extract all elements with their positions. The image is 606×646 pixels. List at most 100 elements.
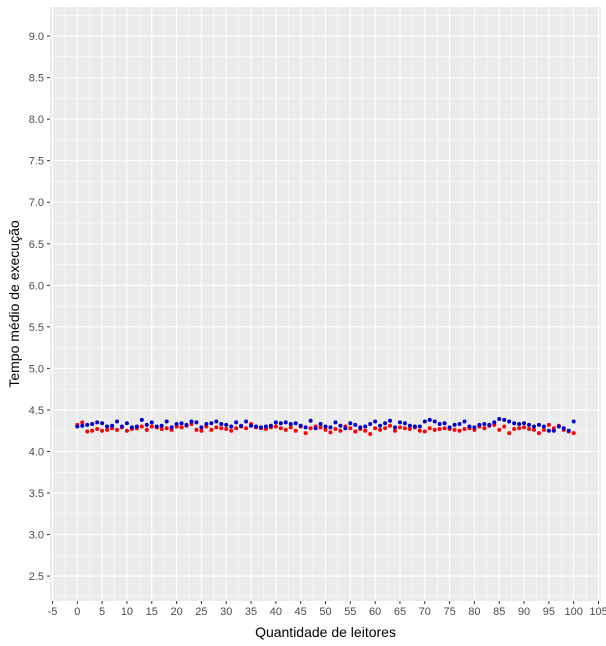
series-2-point	[353, 422, 358, 427]
series-2-point	[447, 425, 452, 430]
series-2-point	[288, 422, 293, 427]
series-2-point	[378, 423, 383, 428]
series-1-point	[144, 427, 149, 432]
series-2-point	[432, 419, 437, 424]
series-2-point	[363, 424, 368, 429]
series-2-point	[338, 423, 343, 428]
series-1-point	[323, 427, 328, 432]
x-tick-label: 70	[419, 606, 431, 618]
series-1-point	[437, 427, 442, 432]
series-1-point	[417, 428, 422, 433]
series-2-point	[189, 419, 194, 424]
x-tick-label: 40	[270, 606, 282, 618]
series-2-point	[348, 421, 353, 426]
series-1-point	[517, 426, 522, 431]
series-1-point	[149, 424, 154, 429]
series-1-point	[397, 425, 402, 430]
x-tick-label: 25	[195, 606, 207, 618]
series-1-point	[100, 428, 105, 433]
series-2-point	[318, 422, 323, 427]
series-1-point	[378, 427, 383, 432]
x-axis-title: Quantidade de leitores	[255, 624, 396, 640]
series-2-point	[358, 425, 363, 430]
x-tick-label: 65	[394, 606, 406, 618]
series-2-point	[194, 420, 199, 425]
series-2-point	[308, 418, 313, 423]
series-1-point	[531, 427, 536, 432]
series-2-point	[229, 424, 234, 429]
series-2-point	[110, 423, 115, 428]
series-2-point	[536, 422, 541, 427]
series-1-point	[273, 424, 278, 429]
series-1-point	[541, 427, 546, 432]
series-2-point	[442, 421, 447, 426]
series-2-point	[507, 419, 512, 424]
series-2-point	[373, 419, 378, 424]
series-1-point	[527, 427, 532, 432]
series-2-point	[368, 422, 373, 427]
series-2-point	[115, 419, 120, 424]
series-1-point	[224, 427, 229, 432]
series-2-point	[134, 424, 139, 429]
series-2-point	[95, 420, 100, 425]
series-2-point	[512, 421, 517, 426]
series-2-point	[561, 426, 566, 431]
x-tick-label: 20	[170, 606, 182, 618]
series-2-point	[263, 424, 268, 429]
series-1-point	[333, 427, 338, 432]
y-tick-label: 2.5	[29, 571, 44, 583]
series-2-point	[482, 422, 487, 427]
series-2-point	[323, 424, 328, 429]
series-2-point	[184, 422, 189, 427]
series-1-point	[328, 430, 333, 435]
series-2-point	[566, 428, 571, 433]
series-2-point	[397, 420, 402, 425]
series-2-point	[467, 424, 472, 429]
series-2-point	[169, 425, 174, 430]
series-1-point	[283, 427, 288, 432]
series-2-point	[154, 424, 159, 429]
series-1-point	[462, 427, 467, 432]
series-2-point	[119, 424, 124, 429]
series-1-point	[353, 429, 358, 434]
x-tick-label: 15	[146, 606, 158, 618]
series-2-point	[254, 424, 259, 429]
series-2-point	[139, 417, 144, 422]
x-tick-label: 75	[443, 606, 455, 618]
series-1-point	[234, 426, 239, 431]
x-tick-label: 105	[589, 606, 606, 618]
x-tick-label: 10	[121, 606, 133, 618]
series-1-point	[90, 428, 95, 433]
x-axis: -5 0 5 10 15 20 25 30 35 40 45 50 55 60 65 70 75 80 85 90 95…	[48, 601, 606, 618]
series-1-point	[194, 427, 199, 432]
series-2-point	[527, 422, 532, 427]
series-2-point	[298, 423, 303, 428]
y-tick-label: 3.0	[29, 530, 44, 542]
series-1-point	[95, 427, 100, 432]
series-1-point	[482, 426, 487, 431]
x-tick-label: 80	[468, 606, 480, 618]
series-1-point	[115, 427, 120, 432]
series-2-point	[273, 420, 278, 425]
series-1-point	[209, 427, 214, 432]
series-1-point	[139, 424, 144, 429]
y-tick-label: 7.0	[29, 197, 44, 209]
series-2-point	[204, 422, 209, 427]
series-2-point	[293, 421, 298, 426]
data-points	[75, 417, 576, 437]
series-1-point	[164, 426, 169, 431]
series-2-point	[477, 422, 482, 427]
y-tick-label: 9.0	[29, 31, 44, 43]
series-2-point	[472, 425, 477, 430]
series-2-point	[159, 423, 164, 428]
series-1-point	[244, 426, 249, 431]
series-2-point	[313, 426, 318, 431]
y-tick-label: 6.0	[29, 280, 44, 292]
series-1-point	[159, 427, 164, 432]
x-tick-label: 5	[99, 606, 105, 618]
x-tick-label: 90	[518, 606, 530, 618]
series-1-point	[363, 428, 368, 433]
series-2-point	[179, 421, 184, 426]
series-2-point	[268, 423, 273, 428]
